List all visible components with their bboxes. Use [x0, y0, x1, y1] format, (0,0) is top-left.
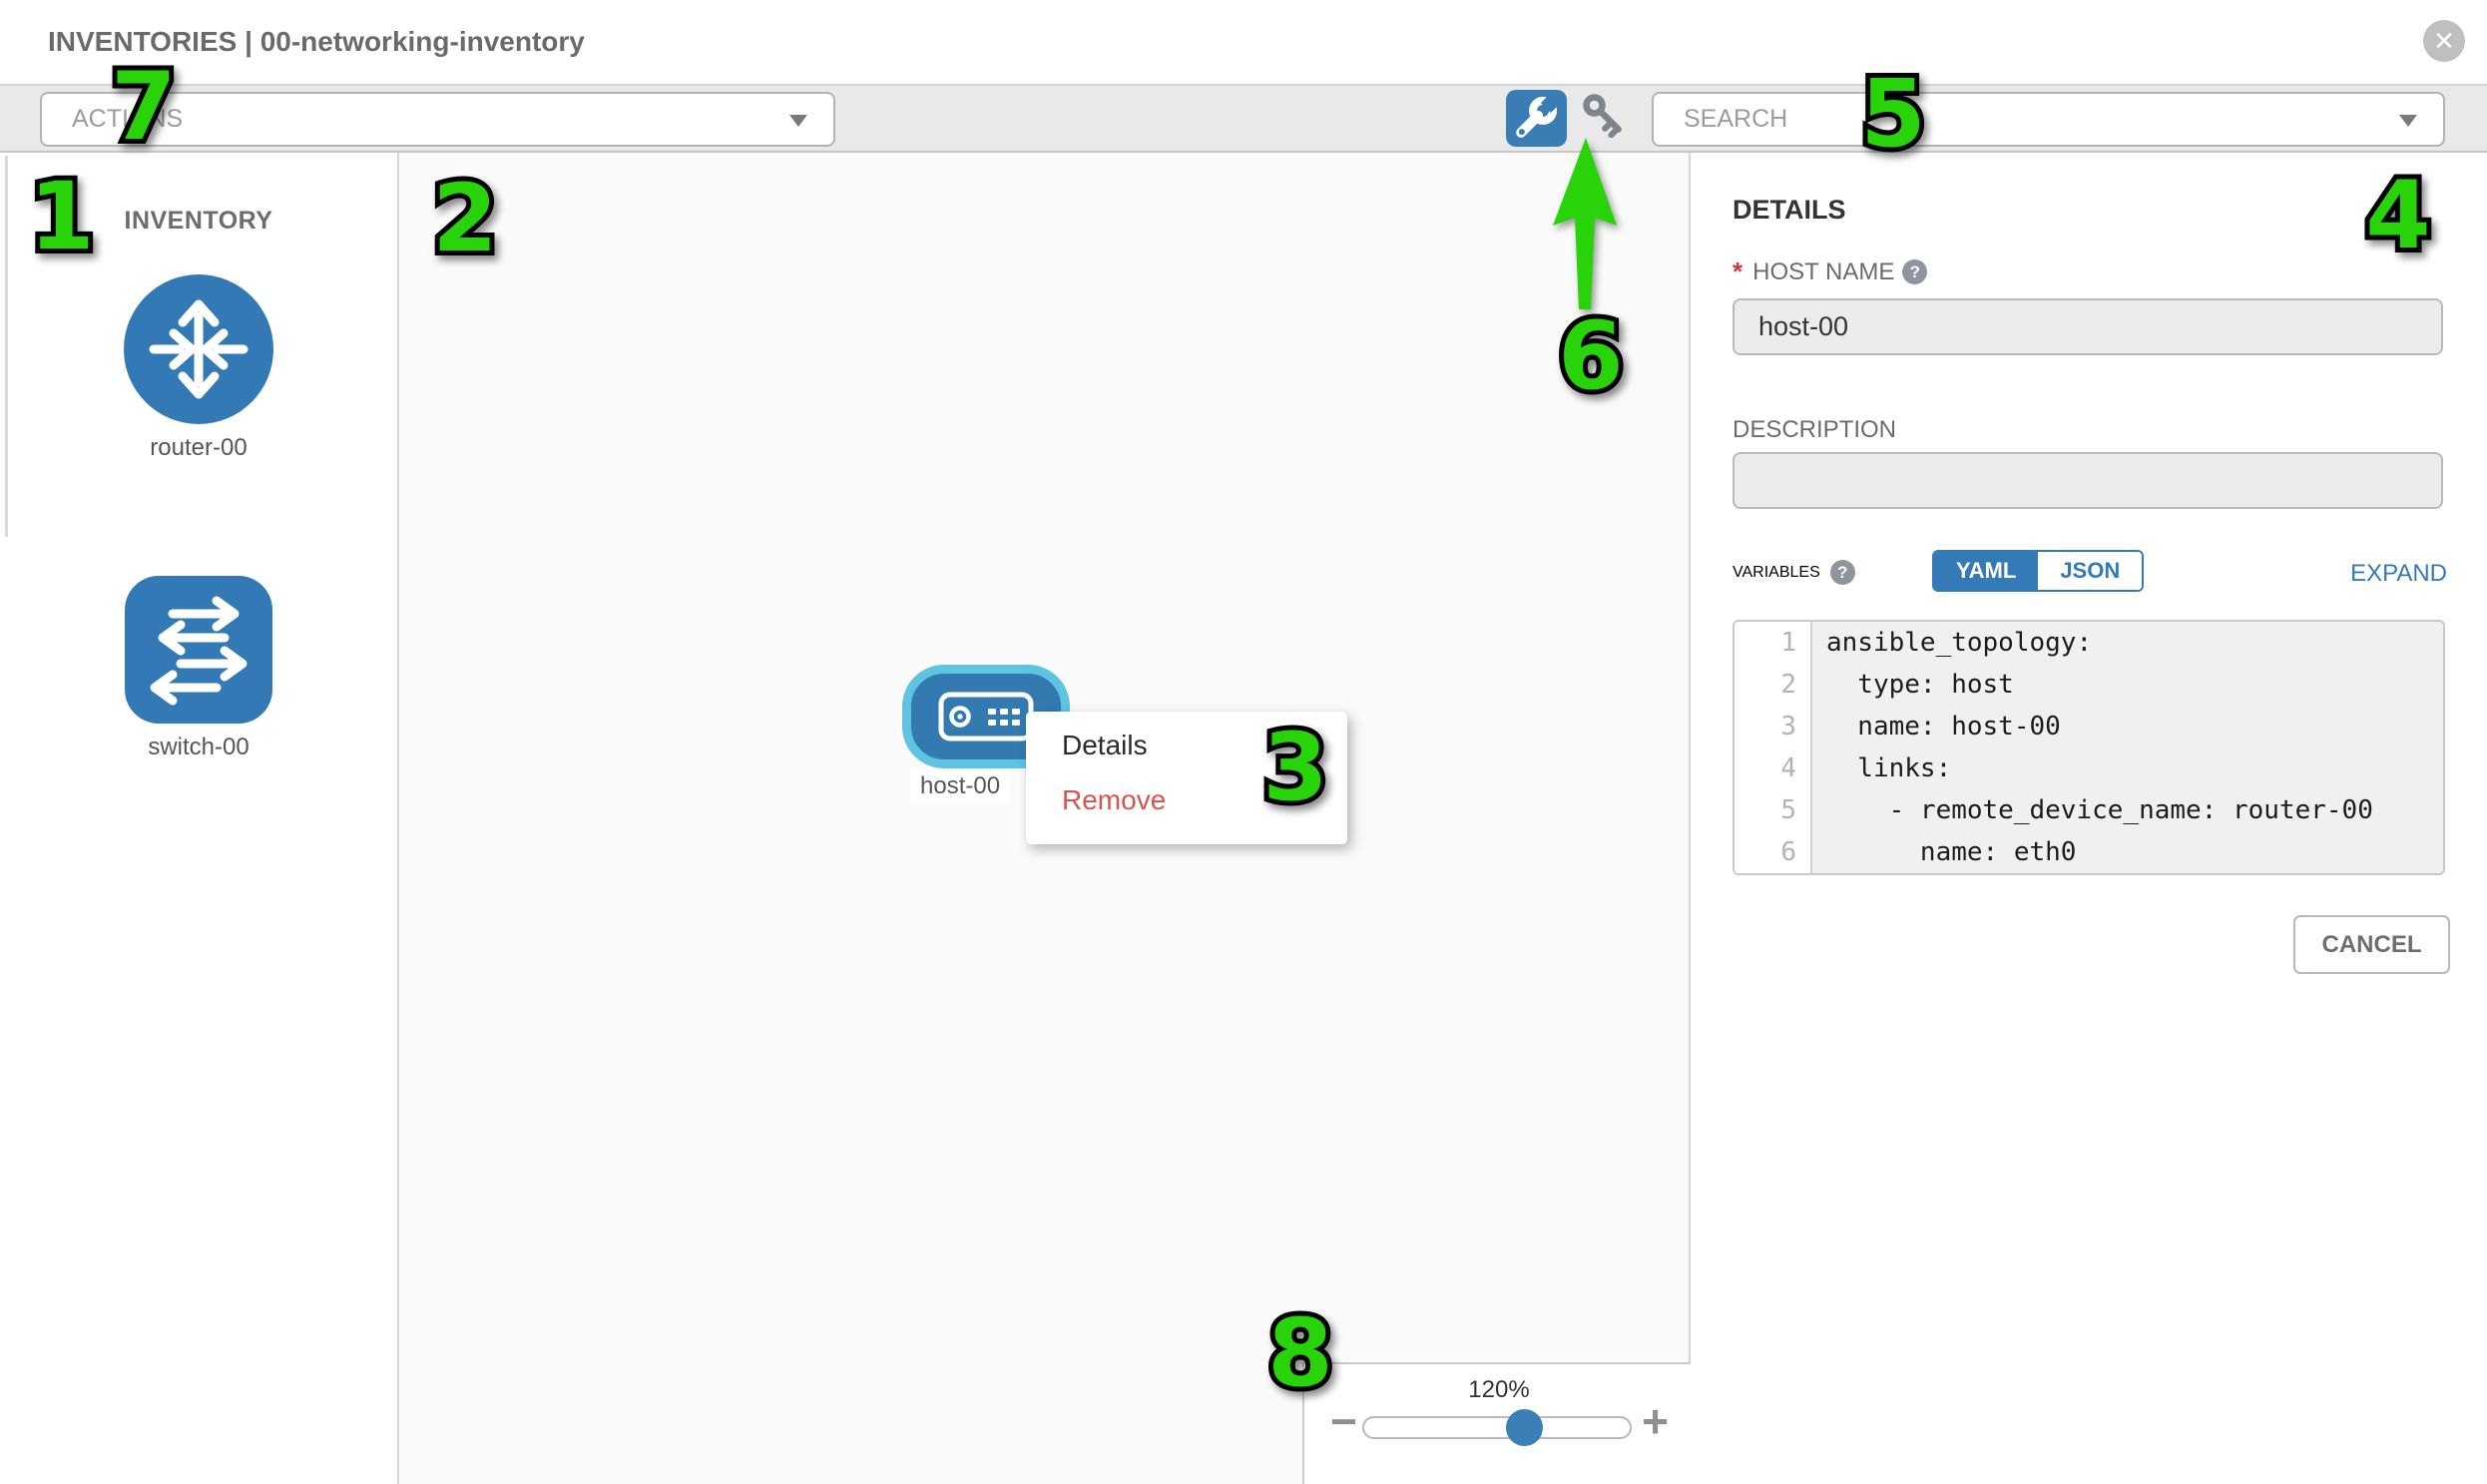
help-icon[interactable]: ?: [1902, 259, 1928, 284]
actions-dropdown-placeholder: ACTIONS: [72, 105, 184, 133]
zoom-in-button[interactable]: +: [1642, 1395, 1669, 1447]
search-dropdown-placeholder: SEARCH: [1684, 105, 1788, 133]
page-title: INVENTORIES | 00-networking-inventory: [48, 26, 585, 57]
line-number: 4: [1780, 753, 1796, 783]
line-number: 6: [1780, 837, 1796, 867]
line-number: 7: [1735, 873, 1810, 875]
details-title: DETAILS: [1733, 195, 1846, 225]
key-icon: [1583, 94, 1622, 139]
code-line: remote_interface_name: eth0: [1826, 873, 2443, 875]
editor-gutter: 1 2 3 4 5 6 7: [1735, 622, 1812, 873]
host-name-input[interactable]: host-00: [1733, 298, 2443, 355]
router-node[interactable]: [124, 274, 273, 424]
cancel-button[interactable]: CANCEL: [2293, 915, 2450, 974]
line-number: 3: [1780, 712, 1796, 742]
code-line: - remote_device_name: router-00: [1826, 795, 2373, 825]
code-line: type: host: [1826, 670, 2014, 700]
zoom-slider-thumb[interactable]: [1506, 1409, 1543, 1446]
tab-yaml[interactable]: YAML: [1934, 552, 2039, 590]
chevron-down-icon: [2399, 115, 2417, 127]
close-icon[interactable]: ✕: [2423, 20, 2465, 62]
actions-dropdown[interactable]: ACTIONS: [40, 92, 835, 147]
inventory-sidebar: INVENTORY router-00: [0, 153, 399, 1484]
router-icon: [149, 299, 249, 399]
zoom-control-panel: 120% − +: [1302, 1362, 1691, 1484]
zoom-level-label: 120%: [1468, 1376, 1530, 1403]
editor-code[interactable]: ansible_topology: type: host name: host-…: [1812, 622, 2443, 873]
required-marker: *: [1733, 256, 1743, 286]
details-panel: DETAILS * HOST NAME ? host-00 DESCRIPTIO…: [1693, 153, 2487, 1484]
menu-item-details[interactable]: Details: [1062, 730, 1148, 760]
wrench-icon: [1516, 91, 1563, 138]
code-line: name: host-00: [1826, 712, 2061, 742]
menu-item-remove[interactable]: Remove: [1062, 784, 1167, 815]
sidebar-item-router[interactable]: router-00: [0, 274, 397, 462]
help-icon[interactable]: ?: [1829, 560, 1855, 585]
switch-node[interactable]: [125, 576, 272, 724]
expand-link[interactable]: EXPAND: [2350, 560, 2447, 587]
switch-label: switch-00: [148, 734, 249, 760]
host-name-label-row: * HOST NAME ?: [1733, 256, 1928, 287]
chevron-down-icon: [789, 115, 807, 127]
description-input[interactable]: [1733, 452, 2443, 509]
sidebar-item-switch[interactable]: switch-00: [0, 576, 397, 761]
sidebar-heading: INVENTORY: [124, 207, 273, 235]
tab-json[interactable]: JSON: [2038, 552, 2143, 590]
line-number: 1: [1780, 628, 1796, 658]
router-label: router-00: [150, 434, 248, 461]
toolbar: ACTIONS: [0, 84, 2487, 153]
switch-icon: [150, 596, 248, 706]
code-line: links:: [1826, 753, 1952, 783]
code-line: name: eth0: [1826, 837, 2077, 867]
description-label: DESCRIPTION: [1733, 416, 1897, 443]
sidebar-scrollbar[interactable]: [5, 156, 8, 537]
host-icon: [938, 692, 1034, 742]
line-number: 2: [1780, 670, 1796, 700]
zoom-slider-track[interactable]: [1362, 1416, 1632, 1439]
variables-code-editor[interactable]: 1 2 3 4 5 6 7 ansible_topology: type: ho…: [1733, 620, 2445, 875]
node-context-menu: Details Remove: [1026, 712, 1347, 844]
header: INVENTORIES | 00-networking-inventory ✕: [0, 0, 2487, 84]
key-button[interactable]: [1581, 94, 1637, 146]
zoom-out-button[interactable]: −: [1330, 1395, 1357, 1447]
topology-canvas[interactable]: host-00 Details Remove 120% − +: [399, 153, 1691, 1484]
line-number: 5: [1780, 795, 1796, 825]
search-dropdown[interactable]: SEARCH: [1652, 92, 2445, 147]
configure-button[interactable]: [1506, 90, 1567, 147]
variables-label-row: VARIABLES ?: [1733, 560, 1855, 585]
host-name-label: HOST NAME: [1752, 257, 1895, 285]
host-node-label: host-00: [910, 769, 1011, 803]
code-line: ansible_topology:: [1826, 628, 2093, 658]
variables-format-toggle: YAML JSON: [1932, 550, 2145, 592]
variables-label: VARIABLES: [1733, 563, 1820, 581]
